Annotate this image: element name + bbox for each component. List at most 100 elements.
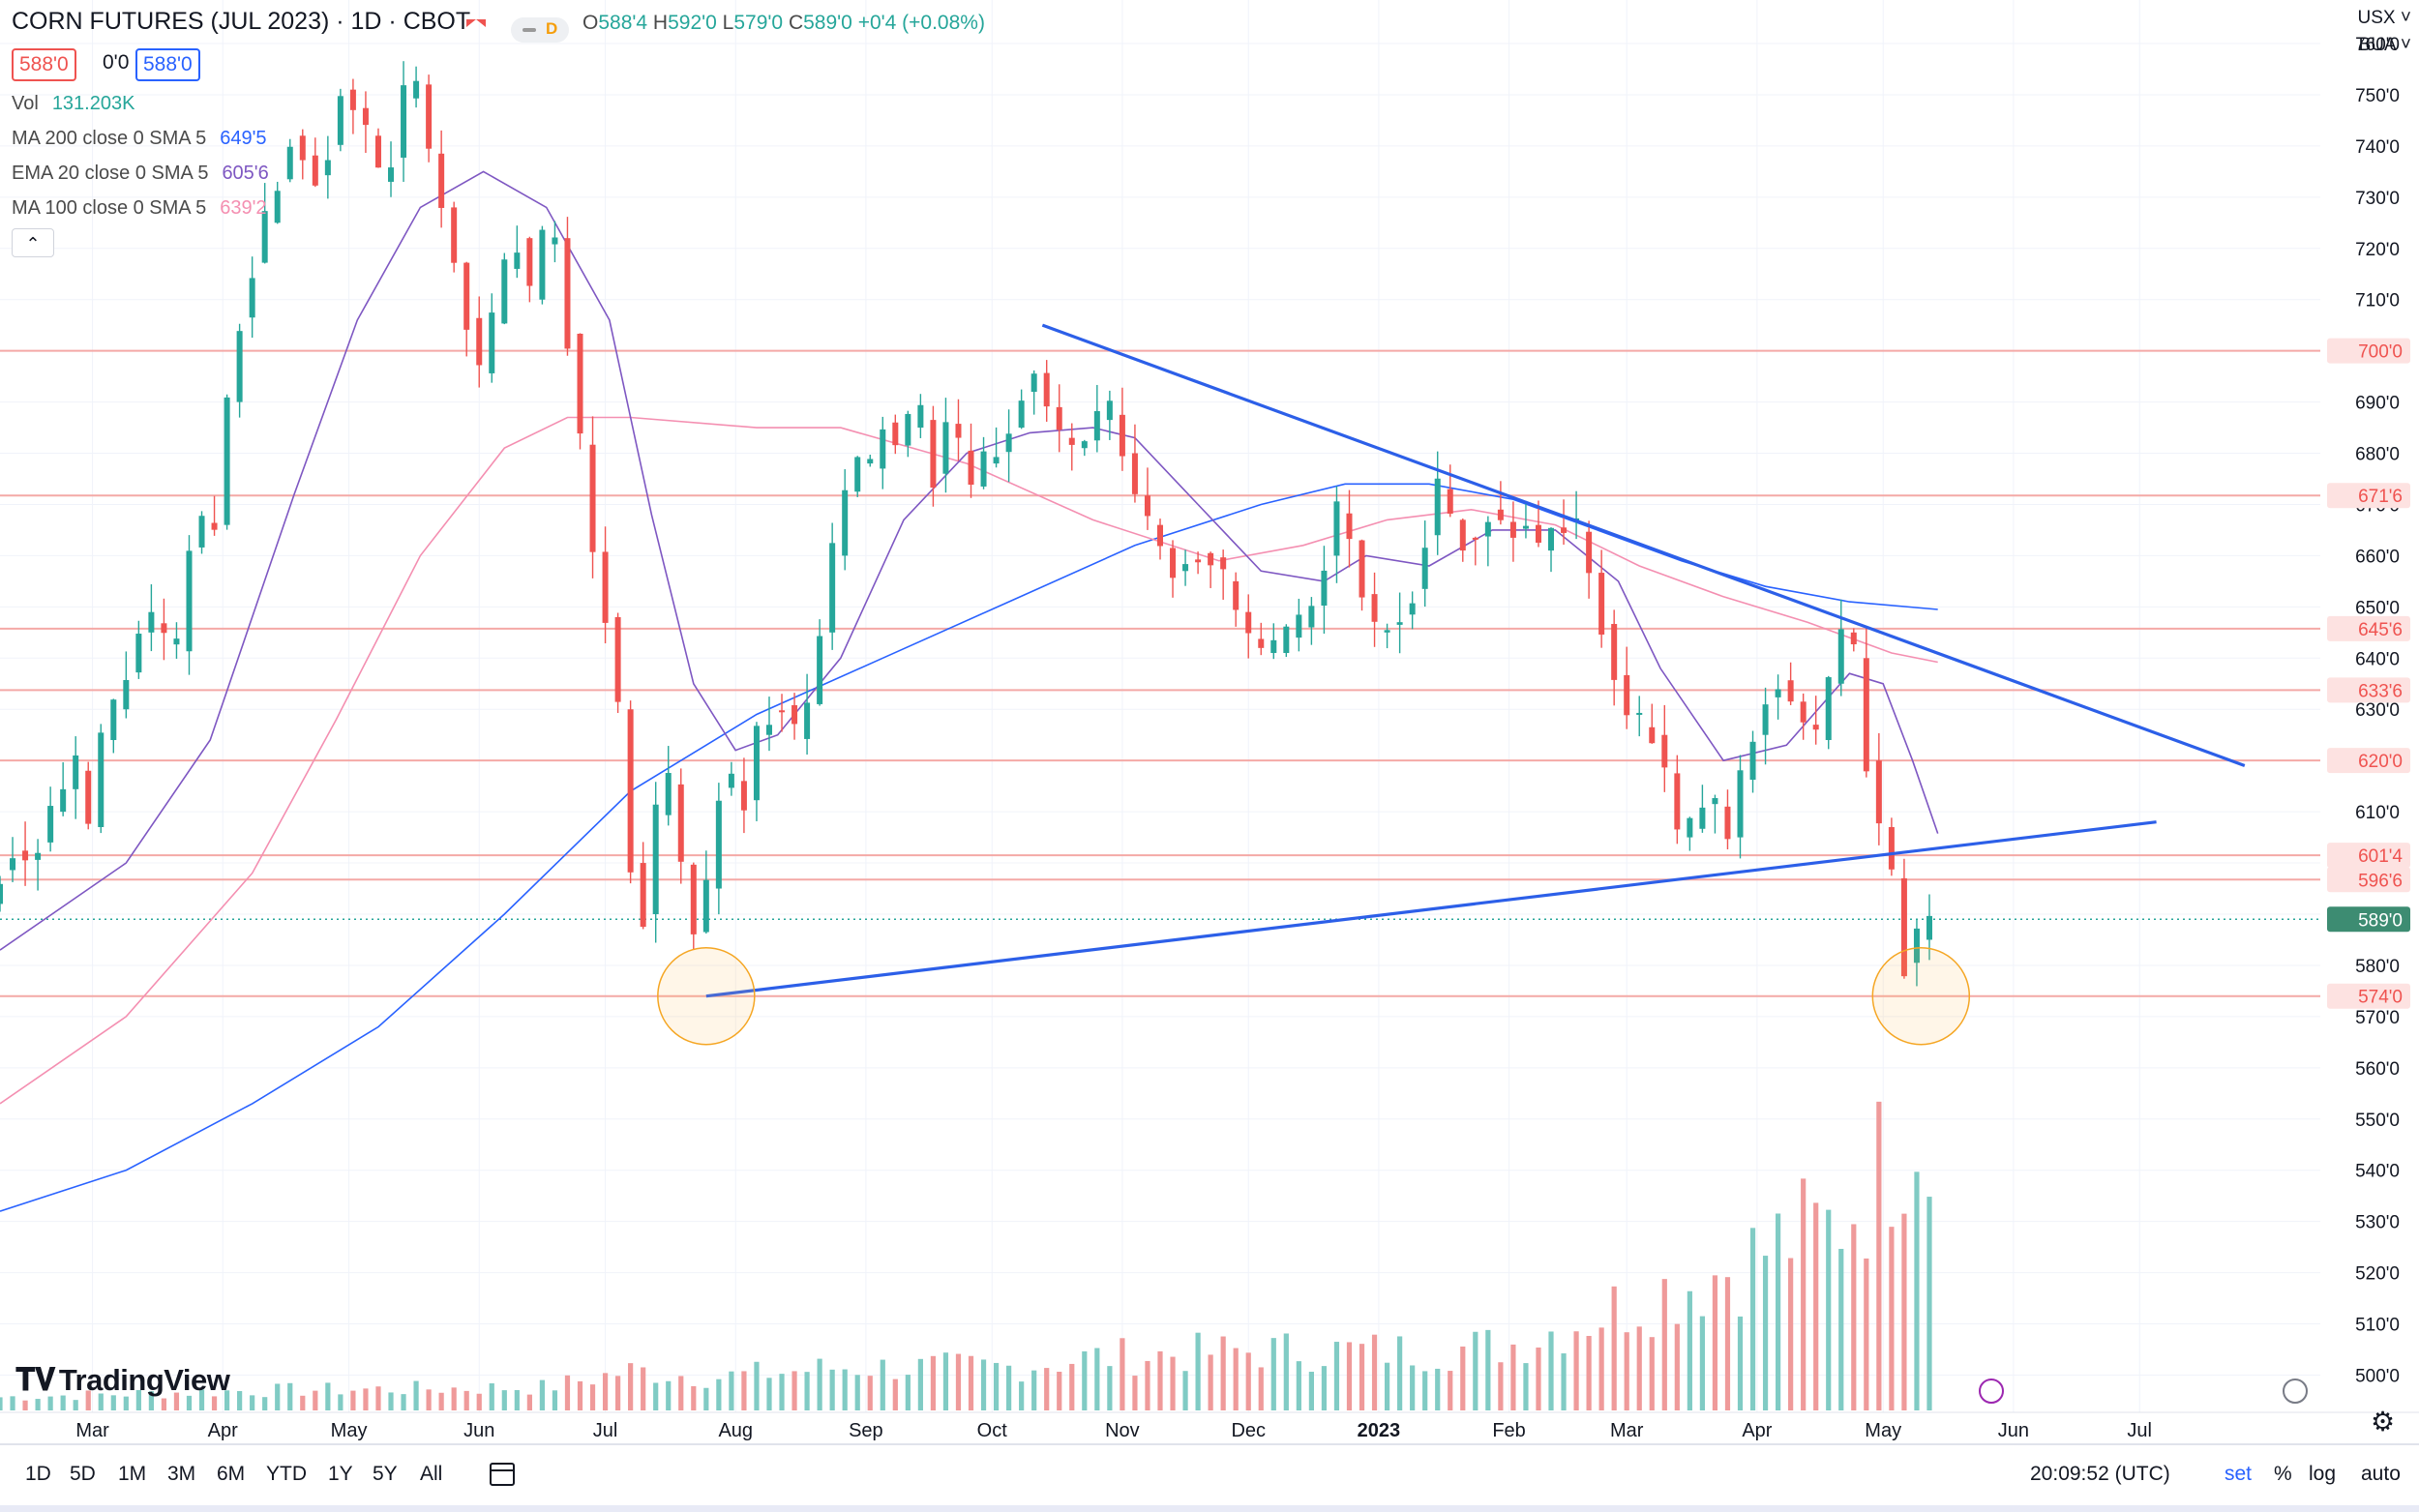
tradingview-logo[interactable]: 𝐓𝐕 TradingView	[15, 1362, 230, 1397]
range-5y[interactable]: 5Y	[373, 1463, 398, 1485]
candle-body	[1396, 622, 1403, 625]
gear-icon[interactable]: ⚙	[2371, 1407, 2396, 1437]
volume-bar	[135, 1389, 141, 1410]
y-tick-label: 740'0	[2355, 137, 2400, 158]
candle-body	[73, 755, 79, 789]
volume-bar	[1220, 1336, 1226, 1410]
volume-bar	[1157, 1350, 1163, 1410]
volume-bar	[1762, 1256, 1769, 1410]
candle-body	[1245, 611, 1252, 634]
candle-body	[148, 611, 155, 633]
price-chart[interactable]: 500'0 510'0 520'0 530'0 540'0 550'0 560'0 570'0…	[0, 0, 2419, 1443]
indicator-ema20[interactable]: EMA 20 close 0 SMA 5 605'6	[12, 163, 269, 184]
candle-body	[829, 543, 836, 633]
candle-body	[740, 781, 747, 811]
candle-body	[1787, 680, 1794, 702]
candle-body	[1875, 760, 1882, 824]
candle-body	[224, 397, 230, 525]
indicator-volume[interactable]: Vol 131.203K	[12, 93, 135, 114]
volume-bar	[110, 1395, 116, 1410]
auto-toggle[interactable]: auto	[2361, 1463, 2401, 1485]
y-tick-label: 730'0	[2355, 189, 2400, 209]
indicator-ma100[interactable]: MA 100 close 0 SMA 5 639'2	[12, 197, 267, 219]
buy-price[interactable]: 588'0	[135, 48, 200, 81]
volume-bar	[1371, 1334, 1378, 1410]
flag-icon[interactable]	[466, 19, 486, 27]
volume-bar	[338, 1394, 343, 1410]
gridlines	[0, 0, 2320, 1412]
volume-bar	[1258, 1367, 1264, 1410]
candle-body	[1296, 614, 1302, 638]
range-all[interactable]: All	[420, 1463, 443, 1485]
session-toggle[interactable]: D	[511, 17, 569, 43]
collapse-indicators-button[interactable]: ⌃	[12, 228, 54, 257]
y-tick-label: 690'0	[2355, 394, 2400, 414]
candle-body	[236, 331, 243, 402]
candle-body	[1598, 573, 1605, 635]
range-6m[interactable]: 6M	[217, 1463, 246, 1485]
candle-body	[1005, 433, 1012, 453]
change-value: +0'4 (+0.08%)	[857, 12, 985, 34]
candle-body	[362, 107, 369, 126]
high-value: 592'0	[668, 12, 717, 34]
unit-selector[interactable]: BUA ˅	[2358, 35, 2411, 55]
volume-bar	[1561, 1353, 1567, 1410]
candle-body	[22, 850, 29, 861]
volume-bar	[968, 1355, 974, 1410]
volume-bar	[123, 1396, 129, 1410]
currency-selector[interactable]: USX ˅	[2357, 8, 2411, 28]
volume-bar	[173, 1392, 180, 1410]
level-badge	[2327, 338, 2410, 364]
clock-readout[interactable]: 20:09:52 (UTC)	[2030, 1463, 2170, 1485]
indicator-ma200[interactable]: MA 200 close 0 SMA 5 649'5	[12, 128, 267, 149]
volume-bar	[1208, 1354, 1213, 1410]
range-3m[interactable]: 3M	[167, 1463, 196, 1485]
range-1y[interactable]: 1Y	[328, 1463, 353, 1485]
volume-bar	[791, 1371, 797, 1410]
volume-bar	[313, 1390, 318, 1410]
ohlc-readout: O588'4 H592'0 L579'0 C589'0 +0'4 (+0.08%…	[582, 12, 985, 34]
candle-body	[299, 135, 306, 161]
candle-body	[1737, 770, 1744, 838]
candle-body	[1131, 453, 1138, 494]
volume-bar	[250, 1395, 255, 1410]
volume-bar	[829, 1369, 835, 1410]
volume-bar	[413, 1380, 419, 1410]
range-1d[interactable]: 1D	[25, 1463, 51, 1485]
volume-bar	[817, 1358, 822, 1410]
volume-bar	[262, 1397, 268, 1410]
volume-bar	[1801, 1178, 1807, 1410]
y-tick-label: 550'0	[2355, 1111, 2400, 1131]
candle-body	[413, 80, 420, 99]
candle-body	[198, 516, 205, 548]
mode-letter: D	[546, 19, 558, 38]
spread-value: 0'0	[103, 51, 130, 74]
candle-body	[1762, 704, 1769, 735]
highlight-circle	[1871, 946, 1971, 1046]
log-toggle[interactable]: log	[2309, 1463, 2337, 1485]
range-ytd[interactable]: YTD	[266, 1463, 307, 1485]
y-tick-label: 580'0	[2355, 957, 2400, 977]
candle-body	[1043, 372, 1050, 407]
candle-body	[1208, 552, 1214, 566]
candle-body	[1812, 725, 1819, 730]
volume-bar	[1270, 1338, 1276, 1410]
volume-bar	[489, 1383, 494, 1410]
volume-bar	[892, 1379, 898, 1410]
calendar-icon[interactable]	[490, 1463, 515, 1486]
percent-toggle[interactable]: %	[2274, 1463, 2292, 1485]
volume-bar	[1749, 1228, 1756, 1410]
sell-price[interactable]: 588'0	[12, 48, 76, 81]
range-1m[interactable]: 1M	[118, 1463, 147, 1485]
candle-body	[614, 616, 621, 702]
x-tick-label: Jun	[463, 1420, 494, 1441]
session-setting[interactable]: set	[2225, 1463, 2253, 1485]
range-5d[interactable]: 5D	[70, 1463, 96, 1485]
horizontal-levels	[0, 349, 2320, 997]
symbol-title[interactable]: CORN FUTURES (JUL 2023) · 1D · CBOT	[12, 8, 471, 35]
candle-body	[349, 89, 356, 110]
volume-bar	[1120, 1338, 1125, 1410]
y-tick-label: 720'0	[2355, 240, 2400, 260]
volume-bar	[653, 1382, 659, 1410]
y-tick-label: 570'0	[2355, 1008, 2400, 1028]
